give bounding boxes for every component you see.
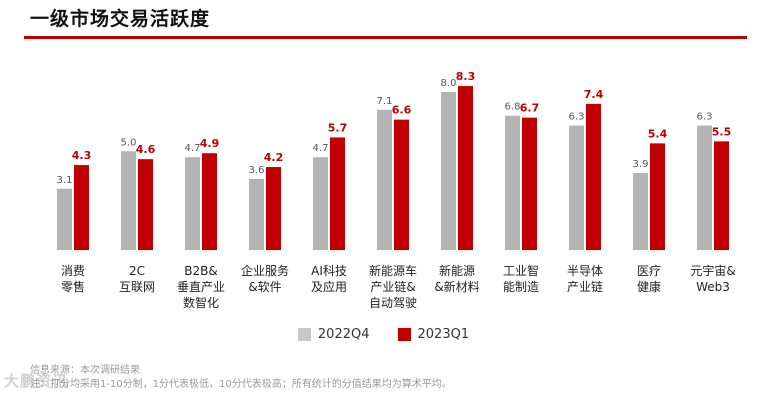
data-label-2023q1-0: 4.3 — [72, 149, 92, 162]
scoring-note: 注：打分均采用1-10分制，1分代表极低，10分代表极高；所有统计的分值结果均为… — [30, 379, 452, 390]
category-label-8-line-0: 半导体 — [567, 264, 603, 278]
data-label-2022q4-0: 3.1 — [57, 175, 73, 186]
bar-2022q4-4 — [313, 157, 328, 250]
data-label-2022q4-3: 3.6 — [249, 165, 265, 176]
bar-2022q4-3 — [249, 178, 264, 250]
bar-2023q1-8 — [586, 103, 601, 250]
category-label-5-line-1: 产业链& — [370, 279, 415, 294]
category-label-2-line-1: 垂直产业 — [177, 280, 225, 294]
data-label-2023q1-3: 4.2 — [264, 151, 284, 164]
category-label-2-line-0: B2B& — [184, 264, 217, 278]
category-label-5-line-2: 自动驾驶 — [369, 295, 417, 310]
data-label-2022q4-6: 8.0 — [441, 78, 457, 89]
category-label-5-line-0: 新能源车 — [369, 263, 417, 278]
bar-2022q4-10 — [697, 125, 712, 250]
bar-2022q4-7 — [505, 115, 520, 250]
data-label-2022q4-4: 4.7 — [313, 143, 329, 154]
bar-2023q1-9 — [650, 143, 665, 250]
bar-2022q4-2 — [185, 157, 200, 250]
bar-2022q4-5 — [377, 109, 392, 251]
bar-2022q4-8 — [569, 125, 584, 250]
category-label-1-line-0: 2C — [129, 264, 145, 278]
data-label-2022q4-1: 5.0 — [121, 137, 137, 148]
legend-item-2022q4: 2022Q4 — [297, 327, 370, 342]
bar-2022q4-1 — [121, 151, 136, 250]
bar-2023q1-1 — [138, 159, 153, 250]
category-label-6-line-1: &新材料 — [434, 279, 479, 294]
bar-2022q4-6 — [441, 92, 456, 250]
category-label-7-line-0: 工业智 — [503, 263, 539, 278]
data-label-2023q1-4: 5.7 — [328, 121, 348, 134]
category-label-1-line-1: 互联网 — [119, 280, 155, 294]
bar-2022q4-0 — [57, 188, 72, 250]
chart-title: 一级市场交易活跃度 — [30, 8, 211, 30]
data-label-2023q1-9: 5.4 — [648, 127, 668, 140]
legend-label-2023q1: 2023Q1 — [417, 327, 470, 342]
chart-legend: 2022Q4 2023Q1 — [0, 327, 767, 342]
legend-item-2023q1: 2023Q1 — [397, 327, 470, 342]
legend-label-2022q4: 2022Q4 — [317, 327, 370, 342]
category-label-0-line-0: 消费 — [61, 264, 85, 278]
source-note: 信息来源：本次调研结果 — [30, 365, 140, 376]
bar-2023q1-2 — [202, 153, 217, 250]
data-label-2023q1-7: 6.7 — [520, 102, 540, 115]
category-label-6-line-0: 新能源 — [439, 263, 475, 278]
data-label-2023q1-6: 8.3 — [456, 70, 476, 83]
bar-2023q1-5 — [394, 119, 409, 251]
data-label-2022q4-5: 7.1 — [377, 96, 393, 107]
bar-2023q1-10 — [714, 141, 729, 250]
data-label-2022q4-7: 6.8 — [505, 102, 521, 113]
category-label-10-line-0: 元宇宙& — [690, 263, 735, 278]
bar-2022q4-9 — [633, 172, 648, 250]
category-label-3-line-0: 企业服务 — [241, 263, 289, 278]
category-label-10-line-1: Web3 — [696, 280, 730, 294]
legend-swatch-2022q4 — [297, 328, 311, 341]
data-label-2022q4-8: 6.3 — [569, 112, 585, 123]
category-label-9-line-0: 医疗 — [637, 264, 661, 278]
title-divider — [24, 36, 747, 39]
watermark-text: 大鹏资讯 — [4, 372, 69, 390]
category-label-7-line-1: 能制造 — [503, 280, 539, 294]
bar-2023q1-0 — [74, 165, 89, 250]
data-label-2022q4-9: 3.9 — [633, 159, 649, 170]
category-label-0-line-1: 零售 — [61, 279, 85, 294]
bar-2023q1-4 — [330, 137, 345, 250]
data-label-2022q4-2: 4.7 — [185, 143, 201, 154]
bar-2023q1-6 — [458, 86, 473, 250]
category-label-4-line-1: 及应用 — [311, 279, 347, 294]
data-label-2023q1-2: 4.9 — [200, 137, 220, 150]
data-label-2022q4-10: 6.3 — [697, 112, 713, 123]
category-label-8-line-1: 产业链 — [567, 279, 603, 294]
category-label-9-line-1: 健康 — [637, 279, 661, 294]
category-label-2-line-2: 数智化 — [183, 295, 219, 310]
bar-2023q1-3 — [266, 167, 281, 250]
data-label-2023q1-10: 5.5 — [712, 125, 732, 138]
bar-2023q1-7 — [522, 117, 537, 250]
data-label-2023q1-5: 6.6 — [392, 104, 412, 117]
category-label-4-line-0: AI科技 — [311, 264, 347, 278]
category-label-3-line-1: &软件 — [248, 280, 281, 294]
legend-swatch-2023q1 — [397, 328, 411, 341]
data-label-2023q1-8: 7.4 — [584, 88, 604, 101]
data-label-2023q1-1: 4.6 — [136, 143, 156, 156]
